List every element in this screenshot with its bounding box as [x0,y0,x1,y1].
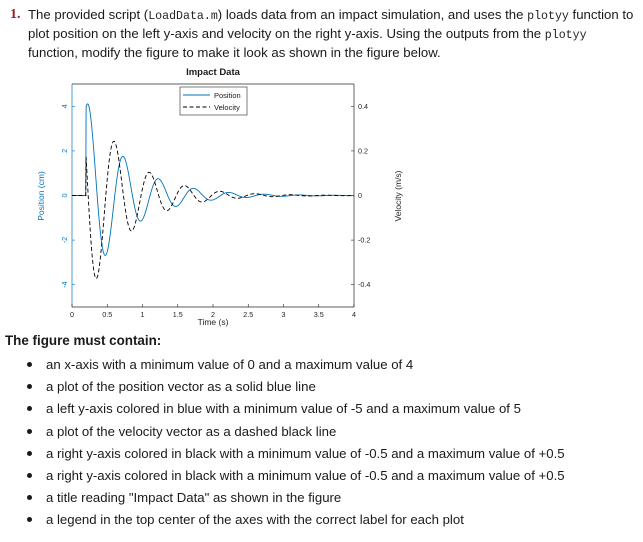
y-right-tick-label: -0.4 [358,280,370,289]
question-text: The provided script (LoadData.m) loads d… [28,7,634,60]
requirement-item: a title reading "Impact Data" as shown i… [0,489,565,511]
y-left-tick-label: 0 [60,194,69,198]
y-left-axis-label: Position (cm) [36,171,46,221]
requirement-item: a right y-axis colored in black with a m… [0,445,565,467]
y-right-tick-label: -0.2 [358,236,370,245]
legend: Position Velocity [179,86,248,116]
impact-figure: Impact Data 0 0.5 1 1.5 2 2.5 3 3.5 4 4 2 0 -2 -4 0.4 0… [30,64,430,330]
requirement-item: a legend in the top center of the axes w… [0,511,565,533]
x-axis-label: Time (s) [198,317,229,327]
chart-title: Impact Data [186,67,241,78]
requirement-item: a left y-axis colored in blue with a min… [0,400,565,422]
legend-velocity-label: Velocity [214,103,240,112]
y-right-tick-label: 0.2 [358,146,368,155]
y-right-tick-label: 0 [358,191,362,200]
position-series-line [72,103,354,256]
lines-group [72,103,355,280]
impact-chart: Impact Data 0 0.5 1 1.5 2 2.5 3 3.5 4420-2-40.40… [36,67,403,327]
velocity-series-line [72,140,355,280]
y-right-axis-label: Velocity (m/s) [393,170,403,221]
x-tick-label: 2.5 [243,310,253,319]
requirement-item: a right y-axis colored in black with a m… [0,467,565,489]
question-number: 1. [10,7,21,22]
y-left-tick-label: 2 [60,149,69,153]
y-left-tick-label: -2 [60,237,69,243]
x-tick-label: 1.5 [173,310,183,319]
function-name: plotyy [527,10,569,23]
requirements-list: an x-axis with a minimum value of 0 and … [0,356,565,534]
ticks-group: 0 0.5 1 1.5 2 2.5 3 3.5 4 4 2 0 -2 -4 0.4 0.2 0 -0.2 -0.4 [60,102,370,319]
script-name: LoadData.m [148,10,218,23]
requirement-item: a plot of the velocity vector as a dashe… [0,423,565,445]
question-block: 1. The provided script (LoadData.m) load… [10,6,638,61]
x-tick-label: 4 [352,310,356,319]
x-tick-label: 3 [282,310,286,319]
x-tick-label: 3.5 [314,310,324,319]
x-tick-label: 1 [141,310,145,319]
requirements-title: The figure must contain: [5,333,162,348]
y-left-tick-label: -4 [60,281,69,287]
x-tick-label: 0 [70,310,74,319]
y-right-tick-label: 0.4 [358,102,368,111]
x-tick-label: 2 [211,310,215,319]
function-name: plotyy [544,29,587,42]
legend-position-label: Position [214,91,241,100]
requirement-item: an x-axis with a minimum value of 0 and … [0,356,565,378]
y-left-tick-label: 4 [60,104,69,108]
x-tick-label: 0.5 [102,310,112,319]
requirement-item: a plot of the position vector as a solid… [0,378,565,400]
